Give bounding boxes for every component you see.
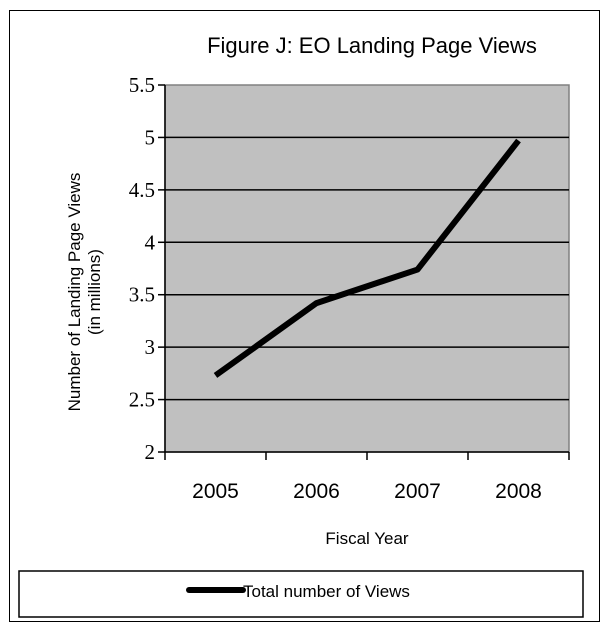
series-line: [213, 138, 521, 378]
y-axis: 2 2.5 3 3.5 4 4.5 5 5.5: [129, 73, 166, 464]
x-tick-label: 2007: [394, 480, 441, 503]
y-tick-label: 2: [145, 440, 156, 464]
y-tick-label: 5.5: [129, 73, 155, 97]
y-axis-title-line-2: (in millions): [85, 249, 104, 335]
y-tick-label: 4: [145, 230, 156, 254]
legend-box: [18, 570, 584, 618]
x-axis-title: Fiscal Year: [325, 529, 408, 548]
y-tick-label: 4.5: [129, 178, 155, 202]
x-tick-label: 2008: [495, 480, 542, 503]
series-lines: [213, 138, 521, 378]
legend-series-label: Total number of Views: [243, 582, 410, 601]
plot-area: [164, 84, 570, 453]
y-tick-label: 3: [145, 335, 156, 359]
y-axis-title: Number of Landing Page Views (in million…: [65, 173, 104, 412]
y-tick-label: 3.5: [129, 283, 155, 307]
gridlines: [165, 136, 569, 401]
y-tick-label: 5: [145, 125, 156, 149]
x-axis: 2005 2006 2007 2008: [164, 451, 570, 503]
x-tick-label: 2006: [293, 480, 340, 503]
chart-title: Figure J: EO Landing Page Views: [207, 33, 537, 58]
y-tick-label: 2.5: [129, 388, 155, 412]
y-axis-title-line-1: Number of Landing Page Views: [65, 173, 84, 412]
x-tick-label: 2005: [192, 480, 239, 503]
